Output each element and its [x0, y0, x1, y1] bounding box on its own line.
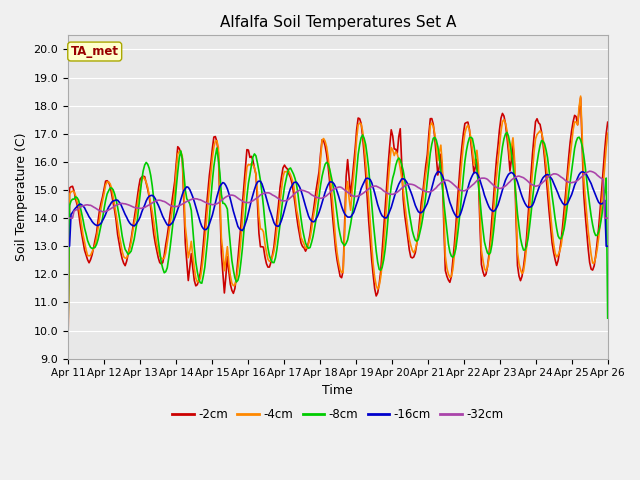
-4cm — [64, 342, 72, 348]
-8cm — [604, 315, 612, 321]
X-axis label: Time: Time — [323, 384, 353, 397]
-8cm — [503, 130, 511, 135]
-32cm — [64, 215, 72, 221]
-2cm — [64, 342, 72, 348]
-32cm — [225, 193, 233, 199]
-32cm — [574, 178, 582, 183]
-8cm — [225, 226, 233, 231]
-4cm — [604, 130, 612, 136]
-16cm — [575, 172, 583, 178]
-2cm — [243, 147, 251, 153]
-16cm — [300, 198, 308, 204]
-2cm — [131, 216, 138, 222]
Line: -4cm: -4cm — [68, 96, 608, 345]
-16cm — [434, 169, 442, 175]
-16cm — [131, 223, 138, 229]
-8cm — [64, 328, 72, 334]
-4cm — [225, 261, 233, 267]
-8cm — [300, 234, 308, 240]
-2cm — [225, 269, 233, 275]
-8cm — [575, 134, 583, 140]
-32cm — [131, 204, 138, 210]
-32cm — [586, 168, 593, 174]
-4cm — [574, 122, 582, 128]
Title: Alfalfa Soil Temperatures Set A: Alfalfa Soil Temperatures Set A — [220, 15, 456, 30]
Legend: -2cm, -4cm, -8cm, -16cm, -32cm: -2cm, -4cm, -8cm, -16cm, -32cm — [168, 403, 508, 426]
-4cm — [577, 93, 584, 99]
-8cm — [131, 236, 138, 242]
-4cm — [243, 164, 251, 170]
Line: -2cm: -2cm — [68, 98, 608, 345]
-2cm — [574, 122, 582, 128]
-32cm — [300, 188, 308, 193]
-8cm — [243, 193, 251, 199]
-4cm — [131, 221, 138, 227]
-32cm — [243, 200, 251, 205]
Line: -32cm: -32cm — [68, 171, 608, 218]
Text: TA_met: TA_met — [71, 45, 119, 58]
-16cm — [64, 243, 72, 249]
-32cm — [604, 215, 612, 221]
-32cm — [252, 196, 260, 202]
-16cm — [225, 191, 233, 196]
-16cm — [604, 243, 612, 249]
Line: -16cm: -16cm — [68, 172, 608, 246]
-2cm — [604, 120, 612, 125]
-2cm — [577, 95, 584, 101]
-2cm — [252, 171, 260, 177]
-16cm — [252, 182, 260, 188]
Y-axis label: Soil Temperature (C): Soil Temperature (C) — [15, 133, 28, 261]
-8cm — [252, 153, 260, 159]
-2cm — [300, 245, 308, 251]
-4cm — [300, 241, 308, 247]
Line: -8cm: -8cm — [68, 132, 608, 331]
-4cm — [252, 171, 260, 177]
-16cm — [243, 216, 251, 222]
